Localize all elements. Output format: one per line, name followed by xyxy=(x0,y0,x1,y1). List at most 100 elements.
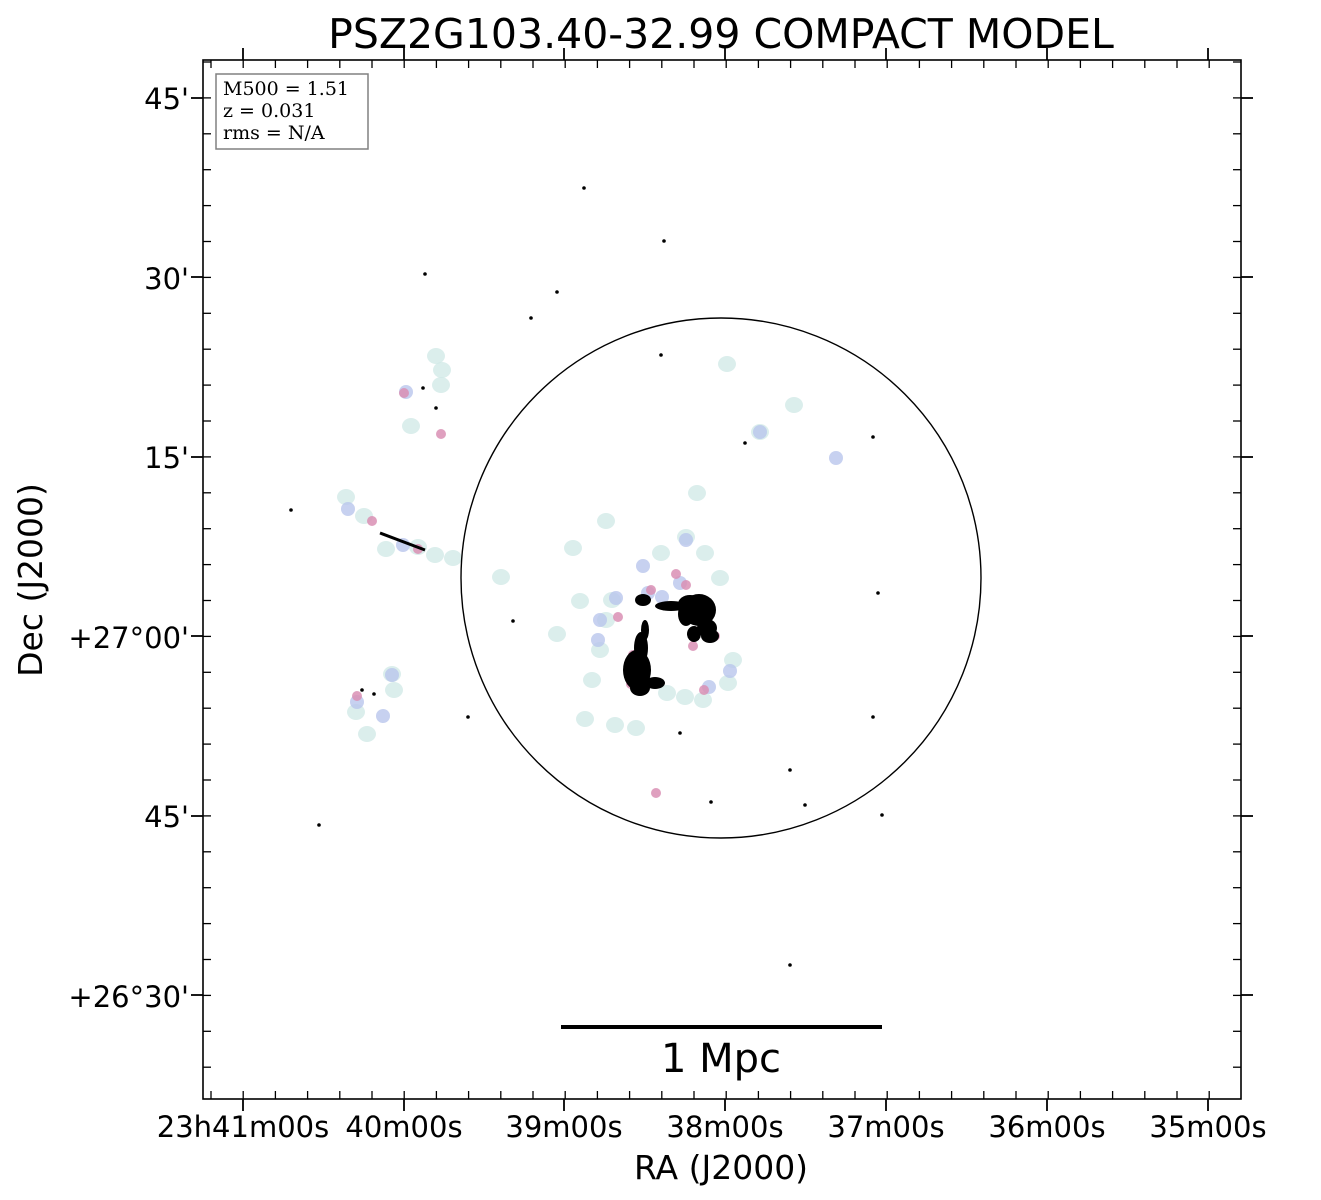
y-tick-labels: 45' 30' 15' +27°00' 45' +26°30' xyxy=(68,82,189,1014)
emission-blob xyxy=(492,569,510,585)
emission-blob xyxy=(671,569,681,579)
point-source xyxy=(529,316,533,320)
emission-blob xyxy=(696,545,714,561)
emission-blob xyxy=(576,711,594,727)
core-blob xyxy=(630,680,650,696)
x-tick-label: 36m00s xyxy=(988,1110,1105,1144)
emission-blob xyxy=(658,685,676,701)
point-source xyxy=(803,803,807,807)
emission-blob xyxy=(606,717,624,733)
info-line-rms: rms = N/A xyxy=(223,122,325,144)
x-axis-label: RA (J2000) xyxy=(634,1148,808,1187)
emission-blob xyxy=(609,591,623,605)
emission-blob xyxy=(785,397,803,413)
emission-blob xyxy=(444,550,462,566)
core-blob xyxy=(678,602,694,626)
y-tick-label: 45' xyxy=(144,82,189,116)
y-axis-label: Dec (J2000) xyxy=(11,483,50,677)
emission-blob xyxy=(399,388,409,398)
emission-blob xyxy=(337,489,355,505)
axis-ticks xyxy=(191,48,1253,1111)
y-tick-label: 30' xyxy=(144,262,189,296)
emission-blob xyxy=(433,362,451,378)
emission-blob xyxy=(436,429,446,439)
point-source xyxy=(880,813,884,817)
y-tick-label: +27°00' xyxy=(68,621,189,655)
point-source xyxy=(466,715,470,719)
emission-blob xyxy=(681,580,691,590)
emission-map xyxy=(289,186,884,967)
x-tick-label: 38m00s xyxy=(666,1110,783,1144)
point-source xyxy=(788,768,792,772)
jet-feature xyxy=(379,531,426,552)
emission-blob xyxy=(724,652,742,668)
emission-blob xyxy=(711,570,729,586)
emission-blob xyxy=(385,682,403,698)
core-blob xyxy=(634,632,648,664)
y-tick-label: +26°30' xyxy=(68,980,189,1014)
emission-blob xyxy=(699,685,709,695)
point-source xyxy=(876,591,880,595)
x-tick-labels: 23h41m00s 40m00s 39m00s 38m00s 37m00s 36… xyxy=(157,1110,1267,1144)
point-source xyxy=(678,731,682,735)
emission-blob xyxy=(719,675,737,691)
emission-blob xyxy=(829,451,843,465)
point-source xyxy=(434,406,438,410)
point-source xyxy=(788,963,792,967)
core-blob xyxy=(687,626,701,642)
point-source xyxy=(421,386,425,390)
y-tick-label: 45' xyxy=(144,800,189,834)
point-source xyxy=(317,823,321,827)
core-blob xyxy=(645,677,665,689)
scale-bar-label: 1 Mpc xyxy=(661,1036,781,1082)
emission-blob xyxy=(341,502,355,516)
x-tick-label: 23h41m00s xyxy=(157,1110,329,1144)
x-tick-label: 35m00s xyxy=(1149,1110,1266,1144)
emission-blob xyxy=(591,633,605,647)
point-source xyxy=(871,435,875,439)
emission-blob xyxy=(376,709,390,723)
info-line-redshift: z = 0.031 xyxy=(223,100,315,122)
emission-blob xyxy=(652,545,670,561)
point-source xyxy=(423,272,427,276)
point-source xyxy=(511,619,515,623)
emission-blob xyxy=(636,559,650,573)
emission-blob xyxy=(352,691,362,701)
emission-blob xyxy=(688,641,698,651)
emission-blob xyxy=(564,540,582,556)
figure-title: PSZ2G103.40-32.99 COMPACT MODEL xyxy=(328,10,1114,58)
emission-blob xyxy=(593,613,607,627)
emission-blob xyxy=(402,418,420,434)
emission-blob xyxy=(432,377,450,393)
emission-blob xyxy=(718,356,736,372)
point-source xyxy=(360,688,364,692)
emission-blob xyxy=(613,612,623,622)
x-tick-label: 37m00s xyxy=(827,1110,944,1144)
point-source xyxy=(555,290,559,294)
aperture-circle xyxy=(460,317,982,839)
emission-blob xyxy=(688,485,706,501)
point-source xyxy=(372,692,376,696)
emission-blob xyxy=(627,720,645,736)
emission-blob xyxy=(358,726,376,742)
info-line-mass: M500 = 1.51 xyxy=(223,78,349,100)
x-tick-label: 40m00s xyxy=(345,1110,462,1144)
emission-blob xyxy=(597,513,615,529)
core-blob xyxy=(641,620,649,640)
emission-blob xyxy=(753,425,767,439)
emission-blob xyxy=(427,348,445,364)
emission-blob xyxy=(385,668,399,682)
point-source xyxy=(662,239,666,243)
emission-blob xyxy=(655,590,669,604)
point-source xyxy=(743,441,747,445)
y-tick-label: 15' xyxy=(144,441,189,475)
x-tick-label: 39m00s xyxy=(505,1110,622,1144)
point-source xyxy=(582,186,586,190)
point-source xyxy=(289,508,293,512)
point-source xyxy=(709,800,713,804)
emission-blob xyxy=(723,664,737,678)
emission-blob xyxy=(583,672,601,688)
emission-blob xyxy=(571,593,589,609)
emission-blob xyxy=(679,533,693,547)
